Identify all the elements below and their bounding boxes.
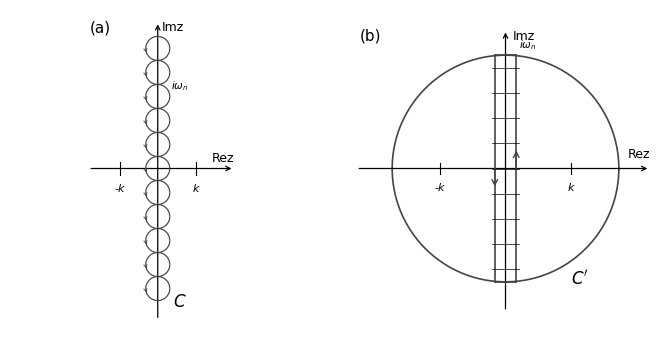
Text: -k: -k — [435, 183, 445, 193]
Text: $i\omega_n$: $i\omega_n$ — [171, 80, 189, 93]
Text: Imz: Imz — [512, 30, 535, 42]
Text: Rez: Rez — [212, 152, 234, 165]
Text: Rez: Rez — [628, 148, 650, 161]
Text: k: k — [568, 183, 574, 193]
Text: $\mathit{C}$: $\mathit{C}$ — [173, 293, 186, 311]
Text: -k: -k — [115, 184, 125, 194]
Text: Imz: Imz — [162, 21, 184, 34]
Text: $\mathit{C}'$: $\mathit{C}'$ — [571, 270, 589, 289]
Text: (b): (b) — [359, 28, 381, 43]
Text: k: k — [192, 184, 199, 194]
Text: $i\omega_n$: $i\omega_n$ — [518, 38, 536, 52]
Text: (a): (a) — [90, 20, 111, 35]
